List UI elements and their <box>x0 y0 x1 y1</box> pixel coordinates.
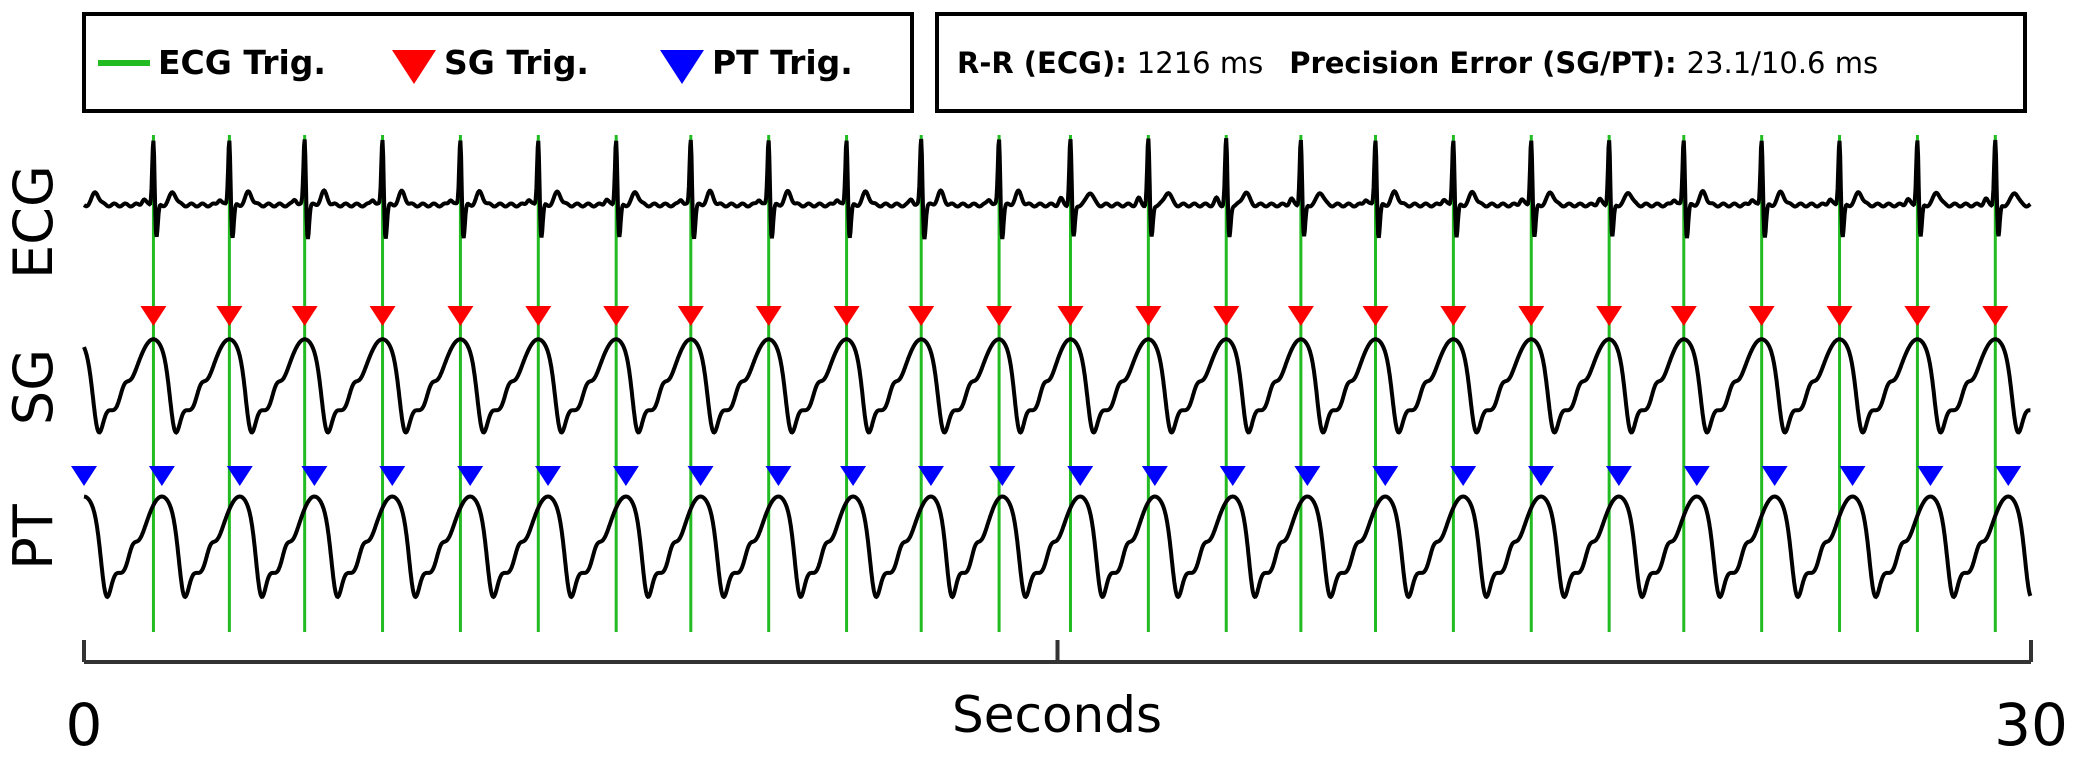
sg-trigger-marker <box>986 306 1013 326</box>
pt-trigger-marker <box>917 466 944 486</box>
sg-trigger-marker <box>140 306 167 326</box>
legend-item-ecg: ECG Trig. <box>98 16 326 109</box>
pt-trigger-marker <box>1450 466 1477 486</box>
pt-trigger-marker <box>1294 466 1321 486</box>
pt-trigger-marker <box>687 466 714 486</box>
ecg-trigger-line-swatch <box>98 59 150 66</box>
sg-trigger-marker <box>1518 306 1545 326</box>
sg-trigger-marker <box>1982 306 2009 326</box>
sg-trigger-marker <box>1213 306 1240 326</box>
sg-trigger-marker <box>1670 306 1697 326</box>
rr-value: 1216 ms <box>1136 45 1264 80</box>
pt-trigger-marker <box>301 466 328 486</box>
sg-trigger-marker <box>447 306 474 326</box>
pt-trigger-marker <box>1917 466 1944 486</box>
pt-trigger-marker <box>1528 466 1555 486</box>
x-ticks <box>82 640 2033 662</box>
sg-trigger-marker <box>1057 306 1084 326</box>
sg-trigger-marker <box>216 306 243 326</box>
pt-trigger-marker <box>379 466 406 486</box>
legend-ecg-label: ECG Trig. <box>158 43 326 82</box>
legend-sg-label: SG Trig. <box>444 43 589 82</box>
sg-trigger-marker <box>833 306 860 326</box>
pt-trigger-marker <box>612 466 639 486</box>
x-axis-title: Seconds <box>952 686 1162 744</box>
sg-trigger-marker <box>908 306 935 326</box>
pt-trigger-marker <box>226 466 253 486</box>
ecg-trace <box>82 138 2032 240</box>
sg-trigger-marker <box>369 306 396 326</box>
pt-trigger-marker <box>840 466 867 486</box>
pt-trigger-marker <box>535 466 562 486</box>
legend-item-sg: SG Trig. <box>392 16 589 109</box>
pt-trigger-marker <box>148 466 175 486</box>
xtick-label-30: 30 <box>1994 691 2068 758</box>
pt-trigger-marker <box>457 466 484 486</box>
ylabel-sg: SG <box>2 349 65 425</box>
pt-trigger-marker <box>1761 466 1788 486</box>
trigger-markers <box>71 306 2022 486</box>
pt-trigger-marker <box>1995 466 2022 486</box>
pt-trigger-marker <box>989 466 1016 486</box>
precision-label: Precision Error (SG/PT): <box>1289 45 1677 80</box>
stats-box: R-R (ECG): 1216 ms Precision Error (SG/P… <box>935 12 2027 113</box>
sg-trigger-marker <box>1596 306 1623 326</box>
pt-trigger-marker <box>1067 466 1094 486</box>
sg-trigger-marker <box>1362 306 1389 326</box>
pt-trigger-marker <box>1683 466 1710 486</box>
sg-trigger-marker <box>677 306 704 326</box>
stats-row: R-R (ECG): 1216 ms Precision Error (SG/P… <box>957 16 1878 109</box>
pt-trigger-marker <box>1372 466 1399 486</box>
pt-trigger-marker <box>765 466 792 486</box>
sg-trigger-marker <box>755 306 782 326</box>
sg-trigger-marker <box>1287 306 1314 326</box>
pt-trigger-marker <box>1219 466 1246 486</box>
ylabel-pt: PT <box>2 503 65 570</box>
xtick-label-0: 0 <box>66 691 103 758</box>
sg-trigger-marker <box>1748 306 1775 326</box>
sg-trigger-marker <box>1826 306 1853 326</box>
sg-trace <box>82 337 2031 435</box>
ylabel-ecg: ECG <box>2 165 65 279</box>
rr-label: R-R (ECG): <box>957 45 1127 80</box>
legend-item-pt: PT Trig. <box>660 16 853 109</box>
sg-trigger-marker <box>1135 306 1162 326</box>
legend-pt-label: PT Trig. <box>712 43 853 82</box>
sg-trigger-marker <box>291 306 318 326</box>
x-axis <box>82 640 2033 664</box>
sg-trigger-triangle-icon <box>392 49 436 84</box>
pt-trigger-marker <box>1839 466 1866 486</box>
pt-trigger-marker <box>1141 466 1168 486</box>
sg-trigger-marker <box>603 306 630 326</box>
legend-box: ECG Trig. SG Trig. PT Trig. <box>82 12 914 113</box>
pt-trigger-marker <box>71 466 97 486</box>
precision-value: 23.1/10.6 ms <box>1686 45 1879 80</box>
pt-trigger-marker <box>1605 466 1632 486</box>
pt-trace <box>83 494 2033 600</box>
signal-traces <box>82 138 2033 600</box>
pt-trigger-triangle-icon <box>660 49 704 84</box>
sg-trigger-marker <box>525 306 552 326</box>
sg-trigger-marker <box>1904 306 1931 326</box>
sg-trigger-marker <box>1440 306 1467 326</box>
